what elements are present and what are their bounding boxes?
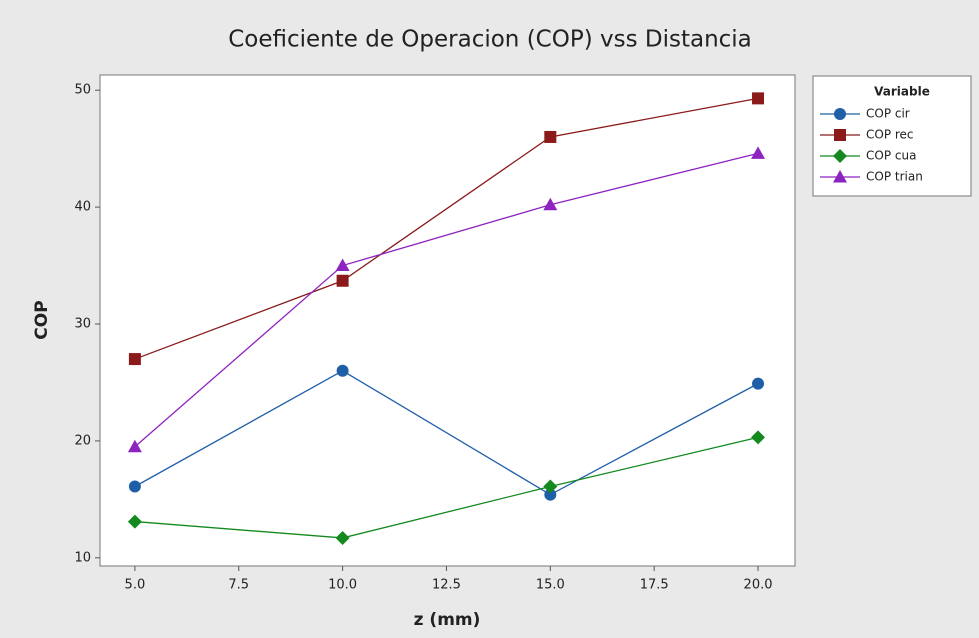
- data-point: [336, 274, 349, 287]
- data-point: [752, 377, 765, 390]
- y-axis-label: COP: [32, 300, 52, 339]
- y-tick-label: 40: [74, 200, 91, 215]
- x-tick-label: 12.5: [432, 578, 461, 593]
- x-tick-label: 15.0: [536, 578, 565, 593]
- legend-marker: [834, 129, 846, 141]
- y-tick-label: 10: [74, 550, 91, 565]
- series-line: [134, 436, 759, 539]
- data-point: [127, 514, 142, 529]
- data-point: [128, 353, 141, 366]
- data-point: [751, 146, 766, 159]
- x-tick-label: 20.0: [744, 578, 773, 593]
- data-point: [127, 439, 142, 453]
- y-tick-label: 30: [74, 317, 91, 332]
- data-point: [543, 197, 558, 211]
- legend-label: COP trian: [866, 170, 923, 184]
- x-tick-label: 17.5: [640, 578, 669, 593]
- plot-area: [99, 74, 796, 567]
- legend-label: COP cir: [866, 107, 910, 121]
- x-axis-label: z (mm): [414, 610, 481, 630]
- legend-label: COP cua: [866, 149, 916, 163]
- series-line: [134, 152, 759, 448]
- y-tick-label: 50: [74, 83, 91, 98]
- legend-label: COP rec: [866, 128, 914, 142]
- data-point: [751, 430, 766, 445]
- data-point: [128, 480, 141, 493]
- data-point: [543, 479, 558, 494]
- data-point: [335, 258, 350, 272]
- legend-marker: [834, 108, 846, 120]
- data-point: [752, 92, 765, 105]
- data-point: [336, 364, 349, 377]
- legend-marker: [833, 149, 847, 163]
- y-tick-label: 20: [74, 433, 91, 448]
- x-tick-label: 5.0: [125, 578, 146, 593]
- data-point: [544, 488, 557, 501]
- x-tick-label: 10.0: [328, 578, 357, 593]
- legend-marker: [833, 170, 847, 183]
- series-line: [134, 97, 759, 360]
- data-point: [544, 130, 557, 143]
- series-line: [134, 370, 759, 496]
- legend-title: Variable: [874, 85, 930, 99]
- data-point: [335, 530, 350, 545]
- x-tick-label: 7.5: [228, 578, 249, 593]
- chart-title: Coeficiente de Operacion (COP) vss Dista…: [228, 27, 752, 53]
